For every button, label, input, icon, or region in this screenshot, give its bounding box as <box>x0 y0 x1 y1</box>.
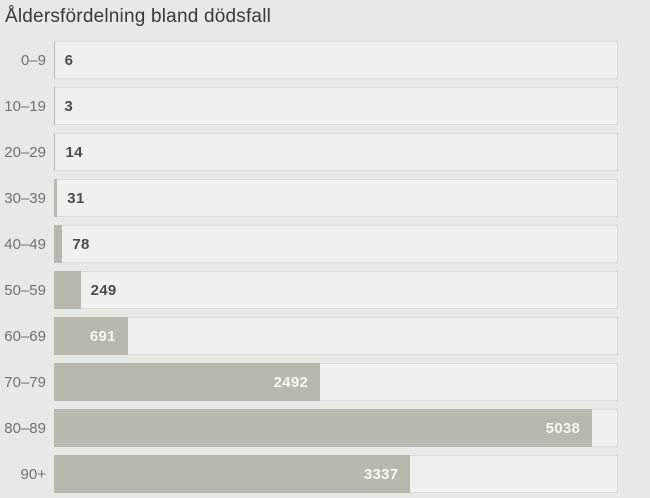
bar-track: 14 <box>54 133 618 171</box>
table-row: 0–9 6 <box>0 41 650 79</box>
table-row: 30–39 31 <box>0 179 650 217</box>
bar-value-label: 249 <box>90 281 117 299</box>
chart-rows: 0–9 6 10–19 3 20–29 14 30–39 31 40–49 78 <box>0 41 650 493</box>
age-group-label: 10–19 <box>4 97 46 115</box>
bar-track: 78 <box>54 225 618 263</box>
age-group-label: 90+ <box>20 465 46 483</box>
table-row: 40–49 78 <box>0 225 650 263</box>
bar <box>54 133 56 171</box>
age-group-label: 60–69 <box>4 327 46 345</box>
age-group-label: 20–29 <box>4 143 46 161</box>
bar-value-label: 691 <box>89 327 116 345</box>
bar-track: 5038 <box>54 409 618 447</box>
bar-value-label: 3 <box>64 97 73 115</box>
bar-value-label: 78 <box>72 235 90 253</box>
bar-track: 31 <box>54 179 618 217</box>
bar <box>54 41 55 79</box>
age-group-label: 80–89 <box>4 419 46 437</box>
bar <box>54 363 321 401</box>
bar <box>54 271 81 309</box>
bar <box>54 409 593 447</box>
table-row: 10–19 3 <box>0 87 650 125</box>
bar-track: 691 <box>54 317 618 355</box>
chart-title: Åldersfördelning bland dödsfall <box>5 6 272 27</box>
age-group-label: 70–79 <box>4 373 46 391</box>
bar-value-label: 14 <box>65 143 83 161</box>
age-group-label: 40–49 <box>4 235 46 253</box>
bar <box>54 317 128 355</box>
bar-track: 249 <box>54 271 618 309</box>
bar <box>54 225 63 263</box>
bar-track: 6 <box>54 41 618 79</box>
bar-track: 3 <box>54 87 618 125</box>
bar-value-label: 31 <box>67 189 85 207</box>
bar-value-label: 5038 <box>545 419 581 437</box>
table-row: 20–29 14 <box>0 133 650 171</box>
table-row: 70–79 2492 <box>0 363 650 401</box>
table-row: 90+ 3337 <box>0 455 650 493</box>
age-group-label: 30–39 <box>4 189 46 207</box>
age-group-label: 0–9 <box>20 51 46 69</box>
table-row: 50–59 249 <box>0 271 650 309</box>
bar-track: 3337 <box>54 455 618 493</box>
table-row: 80–89 5038 <box>0 409 650 447</box>
bar <box>54 455 411 493</box>
bar <box>54 179 58 217</box>
bar-track: 2492 <box>54 363 618 401</box>
bar-value-label: 2492 <box>273 373 309 391</box>
bar-value-label: 3337 <box>363 465 399 483</box>
bar-value-label: 6 <box>64 51 74 69</box>
age-group-label: 50–59 <box>4 281 46 299</box>
table-row: 60–69 691 <box>0 317 650 355</box>
